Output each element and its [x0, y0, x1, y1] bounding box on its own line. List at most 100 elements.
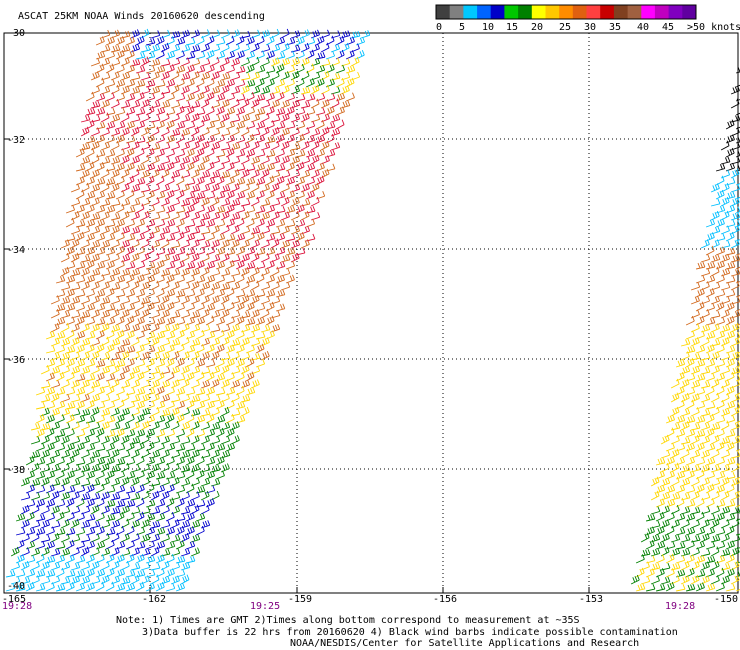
- wind-barb: [115, 386, 125, 396]
- wind-barb: [250, 309, 260, 319]
- wind-barb: [680, 575, 690, 585]
- wind-barb: [726, 247, 736, 256]
- legend-tick-25: 25: [559, 22, 571, 33]
- wind-barb: [170, 436, 181, 445]
- wind-barb: [130, 198, 141, 207]
- wind-barb: [660, 450, 671, 459]
- wind-barb: [681, 437, 691, 445]
- wind-barb: [130, 268, 141, 277]
- wind-barb: [165, 386, 175, 396]
- wind-barb: [720, 337, 730, 347]
- wind-barb: [140, 154, 150, 165]
- wind-barb: [215, 456, 225, 466]
- wind-barb: [195, 176, 205, 186]
- wind-barb: [655, 457, 666, 466]
- wind-barb: [185, 232, 196, 242]
- wind-barb: [135, 413, 145, 424]
- wind-barb: [145, 470, 156, 480]
- wind-barb: [205, 232, 216, 242]
- wind-barb: [115, 511, 125, 522]
- wind-barb: [80, 114, 91, 123]
- wind-barb: [235, 177, 246, 186]
- wind-barb: [140, 393, 151, 403]
- wind-barb: [655, 498, 665, 508]
- wind-barb: [165, 176, 175, 186]
- wind-barb: [195, 371, 205, 382]
- wind-barb: [130, 100, 141, 109]
- wind-barb: [120, 505, 130, 515]
- wind-barb: [240, 126, 250, 137]
- wind-barb: [720, 324, 731, 333]
- wind-barb: [680, 534, 691, 543]
- wind-barb: [110, 324, 121, 333]
- wind-barb: [655, 484, 666, 494]
- wind-barb: [685, 527, 696, 536]
- wind-barb: [301, 100, 311, 109]
- wind-barb: [645, 526, 655, 536]
- legend-swatch: [490, 5, 505, 19]
- wind-barb: [175, 247, 186, 256]
- wind-barb: [695, 555, 706, 564]
- wind-barb: [680, 392, 690, 403]
- wind-barb: [240, 155, 250, 165]
- wind-barb: [665, 553, 675, 564]
- wind-barb: [225, 190, 235, 200]
- wind-barb: [200, 140, 210, 151]
- wind-barb: [255, 316, 266, 326]
- wind-barb: [316, 52, 326, 60]
- wind-barb: [190, 85, 200, 95]
- wind-barb: [725, 147, 735, 158]
- wind-barb: [175, 37, 186, 46]
- wind-barb: [285, 162, 295, 172]
- wind-barb: [220, 406, 230, 417]
- wind-barb: [90, 533, 100, 543]
- wind-barb: [270, 211, 280, 221]
- wind-barb: [110, 393, 121, 403]
- wind-barb: [165, 583, 176, 592]
- wind-barb: [180, 520, 191, 529]
- wind-barb: [230, 435, 240, 445]
- wind-barb: [160, 505, 170, 515]
- wind-barb: [20, 519, 30, 529]
- wind-barb: [86, 135, 96, 144]
- wind-barb: [135, 289, 146, 298]
- wind-barb: [170, 379, 180, 389]
- wind-barb: [155, 65, 166, 74]
- wind-barb: [155, 219, 166, 228]
- wind-barb: [305, 149, 316, 158]
- wind-barb: [85, 246, 96, 256]
- wind-barb: [30, 561, 40, 571]
- wind-barb: [245, 275, 256, 284]
- wind-barb: [275, 274, 286, 284]
- wind-barb: [200, 170, 211, 179]
- wind-barb: [195, 469, 205, 480]
- wind-barb: [290, 30, 301, 39]
- wind-barb: [115, 399, 125, 410]
- wind-barb: [110, 434, 120, 445]
- wind-barb: [715, 218, 725, 228]
- wind-barb: [720, 519, 730, 529]
- wind-barb: [215, 37, 226, 46]
- wind-barb: [75, 497, 85, 508]
- wind-barb: [180, 128, 191, 137]
- wind-barb: [690, 574, 700, 585]
- wind-barb: [80, 366, 91, 375]
- wind-barb: [220, 308, 230, 319]
- wind-barb: [290, 70, 300, 81]
- wind-barb: [10, 561, 21, 571]
- wind-barb: [25, 470, 35, 480]
- wind-barb: [220, 364, 230, 375]
- wind-barb: [75, 470, 85, 480]
- wind-barb: [230, 72, 241, 81]
- wind-barb: [180, 574, 190, 585]
- wind-barb: [105, 247, 116, 256]
- wind-barb: [690, 323, 700, 333]
- wind-barb: [155, 205, 166, 214]
- wind-barb: [135, 484, 145, 494]
- wind-barb: [211, 464, 221, 473]
- wind-barb: [680, 506, 691, 515]
- wind-barb: [695, 288, 705, 298]
- wind-barb: [215, 470, 225, 480]
- wind-barb: [50, 392, 60, 403]
- wind-barb: [190, 280, 200, 291]
